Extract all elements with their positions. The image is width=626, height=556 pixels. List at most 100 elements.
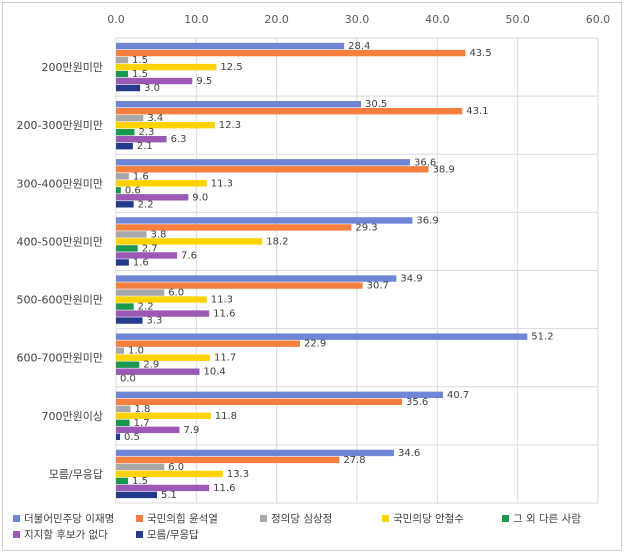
- category-label: 500-600만원미만: [17, 294, 103, 307]
- bar: [116, 121, 215, 129]
- legend-label: 그 외 다른 사람: [513, 512, 581, 525]
- data-label: 1.6: [133, 171, 149, 182]
- bar: [116, 303, 134, 310]
- legend-swatch: [502, 515, 509, 522]
- bar: [116, 245, 138, 252]
- data-label: 10.4: [204, 367, 226, 378]
- bar: [116, 449, 394, 457]
- category-label: 300-400만원미만: [17, 177, 103, 190]
- data-label: 1.8: [134, 404, 150, 415]
- legend-label: 국민의힘 윤석열: [147, 513, 218, 525]
- data-label: 2.3: [138, 127, 154, 138]
- bar: [116, 412, 211, 420]
- x-tick-label: 60.0: [586, 13, 611, 26]
- bar: [116, 354, 210, 361]
- chart-frame: 0.0 10.0 20.0 30.0 40.0 50.0 60.0 200만원미만 28.4 43…: [2, 2, 622, 551]
- bar: [116, 419, 130, 427]
- data-label: 30.5: [365, 99, 387, 110]
- bar: [116, 42, 345, 50]
- data-label: 1.7: [134, 418, 150, 429]
- x-tick-label: 0.0: [107, 13, 125, 26]
- bar: [116, 224, 352, 231]
- data-label: 2.1: [137, 141, 153, 152]
- bar: [116, 252, 178, 259]
- legend-swatch: [13, 515, 20, 522]
- data-label: 11.3: [211, 295, 233, 306]
- legend-swatch: [136, 515, 143, 522]
- data-label: 3.0: [144, 83, 160, 94]
- category-label: 400-500만원미만: [17, 235, 103, 248]
- data-label: 36.6: [414, 157, 436, 168]
- data-label: 38.9: [432, 164, 454, 175]
- data-label: 11.8: [215, 411, 237, 422]
- legend-swatch: [260, 515, 267, 522]
- bar: [116, 180, 207, 187]
- data-label: 2.2: [138, 199, 154, 210]
- bar: [116, 238, 263, 245]
- data-label: 11.7: [214, 353, 236, 364]
- bar: [116, 317, 143, 324]
- data-label: 28.4: [348, 41, 370, 52]
- bar: [116, 56, 129, 64]
- data-label: 1.6: [133, 257, 149, 268]
- category-label: 모름/무응답: [49, 468, 103, 481]
- bar: [116, 398, 402, 406]
- data-label: 1.5: [132, 69, 148, 80]
- data-label: 0.6: [125, 185, 141, 196]
- bar: [116, 201, 134, 208]
- data-label: 18.2: [266, 236, 288, 247]
- bar: [116, 391, 443, 399]
- bar: [116, 333, 528, 340]
- data-label: 11.6: [213, 483, 235, 494]
- bar: [116, 310, 210, 317]
- data-label: 11.3: [211, 178, 233, 189]
- data-label: 36.9: [416, 215, 438, 226]
- bar: [116, 217, 413, 224]
- bar: [116, 259, 129, 266]
- data-label: 22.9: [304, 339, 326, 350]
- bar: [116, 166, 429, 173]
- x-tick-label: 40.0: [425, 13, 450, 26]
- data-label: 3.3: [147, 316, 163, 327]
- data-label: 35.6: [406, 397, 428, 408]
- bar: [116, 426, 180, 434]
- data-label: 2.9: [143, 360, 159, 371]
- bar: [116, 107, 463, 115]
- bar: [116, 187, 121, 194]
- data-label: 40.7: [447, 390, 469, 401]
- bar: [116, 84, 141, 92]
- x-tick-label: 30.0: [345, 13, 370, 26]
- bar: [116, 433, 121, 441]
- legend-label: 정의당 심상정: [271, 513, 332, 525]
- bar: [116, 282, 363, 289]
- bar: [116, 296, 207, 303]
- data-label: 43.5: [469, 48, 491, 59]
- legend-swatch: [382, 515, 389, 522]
- data-label: 9.5: [196, 76, 212, 87]
- data-label: 43.1: [466, 106, 488, 117]
- bar: [116, 70, 129, 78]
- bar: [116, 49, 466, 57]
- data-label: 29.3: [355, 222, 377, 233]
- data-label: 2.7: [142, 243, 158, 254]
- bar-chart: 0.0 10.0 20.0 30.0 40.0 50.0 60.0 200만원미만 28.4 43…: [13, 13, 611, 541]
- bar: [116, 194, 189, 201]
- data-label: 11.6: [213, 309, 235, 320]
- bar: [116, 347, 125, 354]
- data-label: 5.1: [161, 490, 177, 501]
- data-label: 12.5: [220, 62, 242, 73]
- data-label: 3.4: [147, 113, 163, 124]
- category-label: 200-300만원미만: [17, 119, 103, 132]
- bar: [116, 128, 135, 136]
- data-label: 34.9: [400, 274, 422, 285]
- data-label: 6.3: [171, 134, 187, 145]
- data-label: 1.5: [132, 55, 148, 66]
- bar: [116, 405, 131, 413]
- bar: [116, 456, 340, 464]
- category-label: 200만원미만: [42, 61, 103, 74]
- category-label: 600-700만원미만: [17, 352, 103, 365]
- data-label: 1.0: [128, 346, 144, 357]
- bar: [116, 135, 167, 143]
- data-label: 34.6: [398, 448, 420, 459]
- data-label: 6.0: [168, 288, 184, 299]
